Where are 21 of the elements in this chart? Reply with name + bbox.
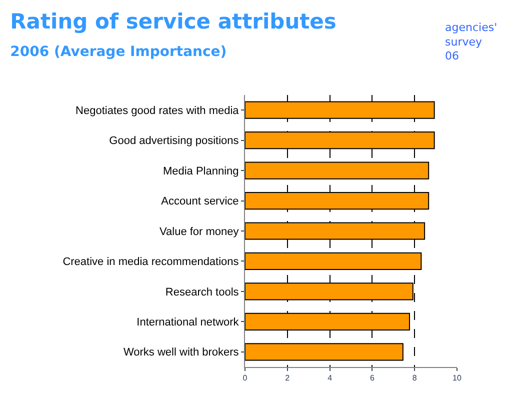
bar: [245, 343, 404, 361]
y-tick-label: Creative in media recommendations: [62, 256, 240, 268]
text: 2006 (Average Importance): [10, 44, 227, 60]
x-tick-label: 2: [285, 374, 290, 383]
chart-title: Rating of service attributes: [10, 9, 336, 34]
y-tick-label: Value for money: [160, 226, 240, 238]
bar: [245, 162, 430, 180]
x-tick-label: 10: [452, 374, 462, 383]
y-tick-label: Research tools: [165, 286, 240, 298]
y-tick-label: Good advertising positions: [109, 135, 240, 148]
text: agencies' survey 06: [445, 21, 498, 63]
x-tick-label: 8: [412, 374, 418, 383]
y-tick-label: International network: [136, 316, 240, 329]
y-tick-label: Works well with brokers: [123, 346, 240, 359]
y-tick-label: Negotiates good rates with media: [76, 104, 240, 117]
y-tick-label: Media Planning: [162, 165, 239, 178]
x-tick-label: 0: [242, 374, 248, 383]
x-tick-label: 4: [328, 374, 333, 383]
y-tick-label: Account service: [161, 196, 239, 208]
bar: [245, 252, 422, 270]
x-tick-label: 6: [370, 374, 375, 383]
